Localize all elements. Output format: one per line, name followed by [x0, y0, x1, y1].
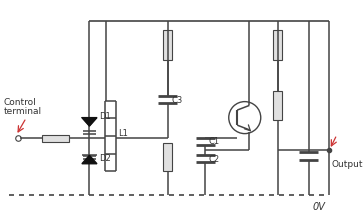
Bar — [163, 30, 172, 60]
Text: C2: C2 — [209, 155, 220, 164]
Text: D1: D1 — [99, 112, 111, 121]
Text: Output: Output — [331, 160, 363, 169]
Polygon shape — [82, 155, 97, 164]
Bar — [42, 134, 69, 142]
Text: C3: C3 — [171, 96, 183, 105]
Polygon shape — [82, 118, 97, 126]
Bar — [163, 143, 172, 171]
Text: C1: C1 — [209, 137, 220, 146]
Text: Control: Control — [4, 98, 36, 107]
Text: terminal: terminal — [4, 107, 42, 116]
Bar — [273, 30, 282, 60]
Text: L1: L1 — [118, 129, 128, 138]
Text: D2: D2 — [99, 154, 111, 163]
Bar — [273, 91, 282, 120]
Text: 0V: 0V — [313, 202, 325, 212]
